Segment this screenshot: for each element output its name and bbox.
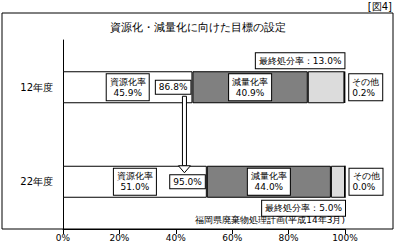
svg-text:資源化率: 資源化率 (117, 171, 153, 181)
svg-text:減量化率: 減量化率 (251, 171, 287, 181)
svg-text:最終処分率：13.0%: 最終処分率：13.0% (259, 56, 342, 66)
svg-text:0.2%: 0.2% (352, 88, 375, 98)
svg-text:福岡県廃棄物処理計画(平成14年3月): 福岡県廃棄物処理計画(平成14年3月) (194, 215, 345, 226)
svg-text:44.0%: 44.0% (255, 182, 284, 192)
svg-text:20%: 20% (109, 233, 129, 243)
svg-text:その他: その他 (352, 77, 379, 87)
svg-text:0%: 0% (56, 233, 71, 243)
svg-text:資源化率: 資源化率 (110, 77, 146, 87)
svg-text:資源化・減量化に向けた目標の設定: 資源化・減量化に向けた目標の設定 (110, 21, 286, 34)
svg-text:60%: 60% (222, 233, 242, 243)
svg-text:40.9%: 40.9% (236, 88, 265, 98)
svg-text:100%: 100% (332, 233, 358, 243)
svg-text:45.9%: 45.9% (113, 88, 142, 98)
svg-text:51.0%: 51.0% (121, 182, 150, 192)
svg-text:95.0%: 95.0% (173, 177, 202, 187)
svg-text:40%: 40% (166, 233, 186, 243)
svg-text:その他: その他 (353, 171, 380, 181)
svg-text:22年度: 22年度 (20, 176, 53, 187)
svg-text:86.8%: 86.8% (159, 82, 188, 92)
svg-text:[図4]: [図4] (368, 1, 392, 12)
svg-text:80%: 80% (279, 233, 299, 243)
svg-text:減量化率: 減量化率 (232, 77, 268, 87)
svg-text:12年度: 12年度 (20, 82, 53, 93)
svg-text:最終処分率：5.0%: 最終処分率：5.0% (265, 203, 342, 213)
svg-text:0.0%: 0.0% (353, 182, 376, 192)
